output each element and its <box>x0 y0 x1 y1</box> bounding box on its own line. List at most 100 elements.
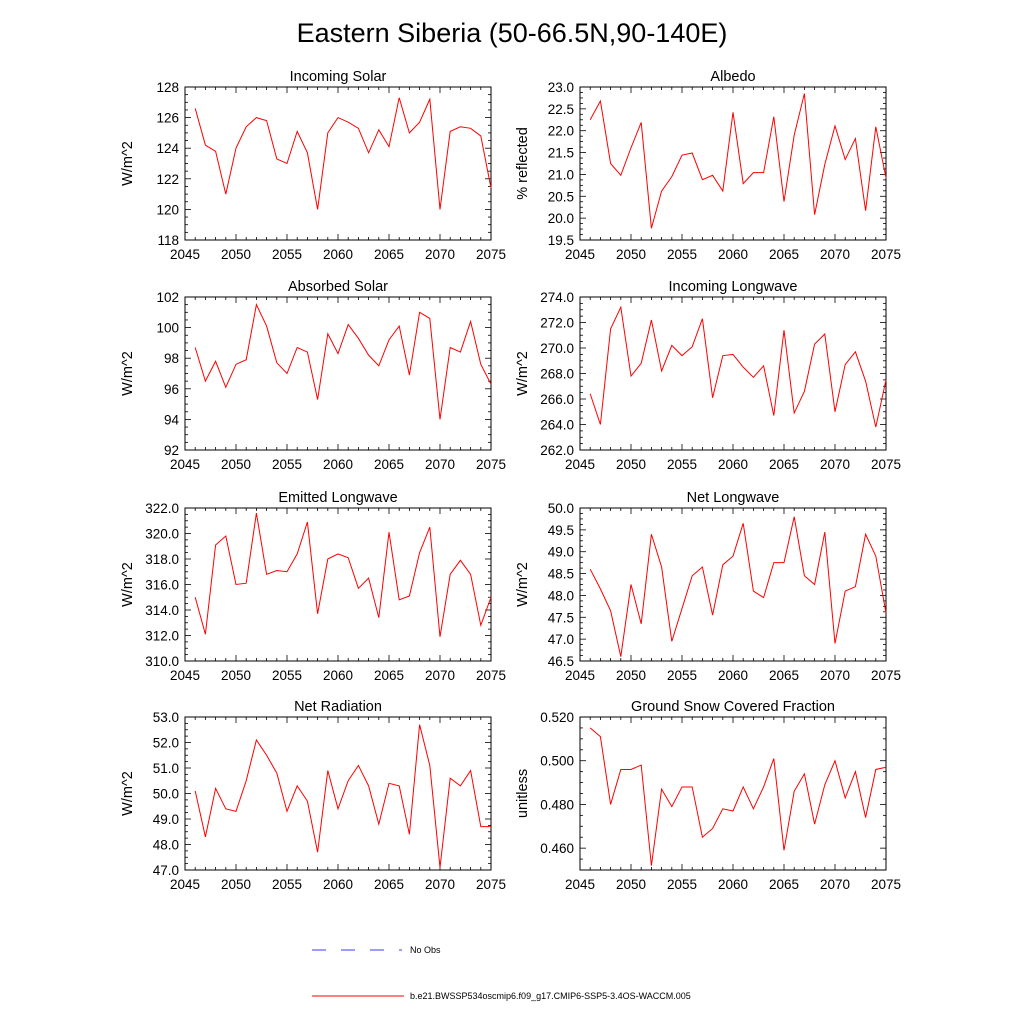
panel-5: Emitted Longwave W/m^2 2045 2050 2055 2060 206… <box>120 490 506 683</box>
y-tick-label: 52.0 <box>153 736 179 751</box>
panel-7: Net Radiation W/m^2 2045 2050 2055 2060 2065 20… <box>120 699 506 892</box>
panel-4: Incoming Longwave W/m^2 2045 2050 2055 2060 20… <box>515 279 901 472</box>
series-line <box>589 305 887 428</box>
y-tick-label: 0.480 <box>540 797 574 812</box>
x-tick-label: 2075 <box>476 247 506 262</box>
y-tick-label: 49.5 <box>548 523 574 538</box>
y-tick-label: 96 <box>164 382 179 397</box>
panel-title: Absorbed Solar <box>288 279 388 295</box>
y-tick-label: 50.0 <box>153 787 179 802</box>
panel-title: Net Radiation <box>294 699 382 715</box>
figure-title: Eastern Siberia (50-66.5N,90-140E) <box>297 18 728 48</box>
x-tick-label: 2060 <box>323 247 353 262</box>
x-tick-label: 2060 <box>323 457 353 472</box>
x-tick-label: 2065 <box>374 668 404 683</box>
x-tick-label: 2070 <box>425 457 455 472</box>
x-tick-label: 2075 <box>871 668 901 683</box>
panels: Incoming Solar W/m^2 2045 2050 2055 2060 2065 2… <box>120 69 901 892</box>
x-tick-label: 2065 <box>769 668 799 683</box>
panel-6: Net Longwave W/m^2 2045 2050 2055 2060 2065 207… <box>515 490 901 683</box>
x-tick-label: 2075 <box>871 457 901 472</box>
y-tick-label: 0.520 <box>540 710 574 725</box>
x-tick-label: 2050 <box>221 247 251 262</box>
legend-model-label: b.e21.BWSSP534oscmip6.f09_g17.CMIP6-SSP5… <box>410 991 691 1001</box>
x-tick-label: 2050 <box>221 668 251 683</box>
x-tick-label: 2070 <box>820 457 850 472</box>
x-tick-label: 2055 <box>272 877 302 892</box>
x-tick-label: 2075 <box>871 247 901 262</box>
series-line <box>589 516 887 657</box>
panel-title: Emitted Longwave <box>278 490 397 506</box>
y-tick-label: 316.0 <box>145 578 179 593</box>
y-tick-label: 266.0 <box>540 392 574 407</box>
x-tick-label: 2055 <box>272 247 302 262</box>
y-tick-label: 48.5 <box>548 567 574 582</box>
y-tick-label: 22.5 <box>548 102 574 117</box>
y-tick-label: 310.0 <box>145 654 179 669</box>
x-tick-label: 2055 <box>667 247 697 262</box>
y-tick-label: 274.0 <box>540 290 574 305</box>
x-tick-label: 2075 <box>871 877 901 892</box>
x-tick-label: 2065 <box>374 877 404 892</box>
y-tick-label: 122 <box>156 172 179 187</box>
x-tick-label: 2070 <box>425 668 455 683</box>
x-tick-label: 2045 <box>170 877 200 892</box>
y-tick-label: 46.5 <box>548 654 574 669</box>
y-tick-label: 92 <box>164 443 179 458</box>
y-tick-label: 21.5 <box>548 146 574 161</box>
x-tick-label: 2075 <box>476 457 506 472</box>
x-tick-label: 2045 <box>565 247 595 262</box>
plot-frame <box>184 507 492 662</box>
y-tick-label: 47.5 <box>548 610 574 625</box>
x-tick-label: 2070 <box>425 247 455 262</box>
x-tick-label: 2050 <box>616 457 646 472</box>
x-tick-label: 2065 <box>769 457 799 472</box>
y-tick-label: 118 <box>157 233 179 248</box>
y-tick-label: 318.0 <box>145 552 179 567</box>
y-tick-label: 47.0 <box>548 632 574 647</box>
y-tick-label: 48.0 <box>548 588 574 603</box>
x-tick-label: 2045 <box>170 247 200 262</box>
y-axis-label: W/m^2 <box>515 351 531 396</box>
y-axis-label: W/m^2 <box>515 562 531 607</box>
plot-frame <box>579 86 887 241</box>
y-tick-label: 21.0 <box>548 167 574 182</box>
x-tick-label: 2070 <box>820 668 850 683</box>
series-line <box>194 97 492 210</box>
panel-3: Absorbed Solar W/m^2 2045 2050 2055 2060 2065 2… <box>120 279 506 472</box>
x-tick-label: 2065 <box>769 247 799 262</box>
x-tick-label: 2045 <box>170 668 200 683</box>
x-tick-label: 2075 <box>476 877 506 892</box>
y-tick-label: 0.460 <box>540 841 574 856</box>
y-tick-label: 124 <box>156 141 179 156</box>
y-axis-label: W/m^2 <box>120 562 136 607</box>
y-tick-label: 272.0 <box>540 316 574 331</box>
x-tick-label: 2045 <box>565 877 595 892</box>
x-tick-label: 2055 <box>272 668 302 683</box>
x-tick-label: 2060 <box>323 877 353 892</box>
y-tick-label: 50.0 <box>548 501 574 516</box>
y-tick-label: 314.0 <box>145 603 179 618</box>
panel-2: Albedo % reflected 2045 2050 2055 2060 2065 207… <box>515 69 901 262</box>
y-tick-label: 322.0 <box>145 501 179 516</box>
y-axis-label: % reflected <box>515 127 531 200</box>
x-tick-label: 2045 <box>565 668 595 683</box>
x-tick-label: 2055 <box>667 457 697 472</box>
y-tick-label: 53.0 <box>153 710 179 725</box>
y-tick-label: 120 <box>156 202 179 217</box>
y-axis-label: W/m^2 <box>120 351 136 396</box>
plot-frame <box>579 507 887 662</box>
x-tick-label: 2055 <box>272 457 302 472</box>
y-tick-label: 51.0 <box>153 761 179 776</box>
series-line <box>194 303 492 420</box>
panel-title: Net Longwave <box>687 490 780 506</box>
y-tick-label: 19.5 <box>548 233 574 248</box>
panel-1: Incoming Solar W/m^2 2045 2050 2055 2060 2065 2… <box>120 69 506 262</box>
plot-frame <box>184 296 492 451</box>
y-tick-label: 23.0 <box>548 80 574 95</box>
y-tick-label: 268.0 <box>540 367 574 382</box>
x-tick-label: 2045 <box>170 457 200 472</box>
x-tick-label: 2070 <box>425 877 455 892</box>
y-tick-label: 47.0 <box>153 863 179 878</box>
